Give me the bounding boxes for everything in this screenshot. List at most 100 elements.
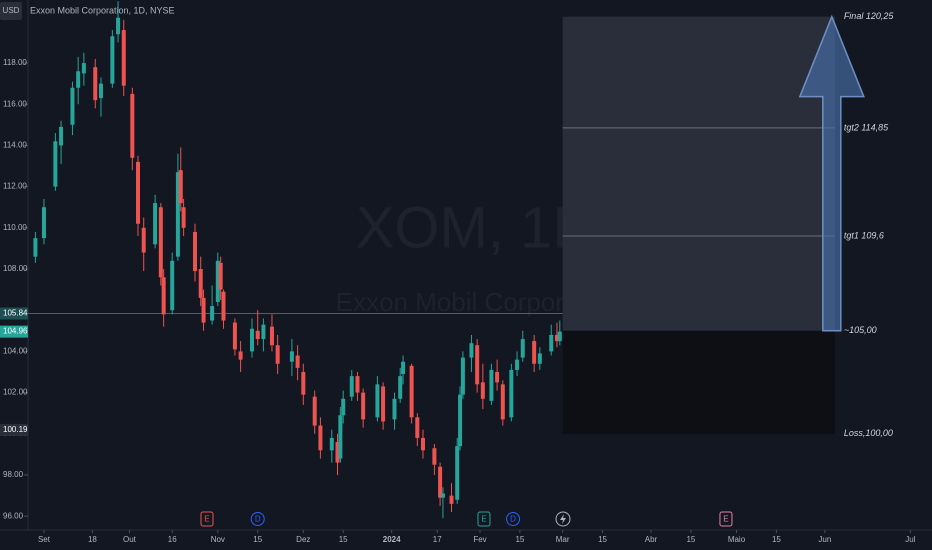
candle-body bbox=[41, 207, 46, 239]
y-tick-label: 98.00 bbox=[3, 470, 24, 479]
x-tick-label: Maio bbox=[728, 535, 746, 544]
candle-body bbox=[238, 351, 243, 360]
x-tick-label: Fev bbox=[473, 535, 486, 544]
event-label: D bbox=[255, 515, 261, 524]
level-label: Loss,100,00 bbox=[844, 428, 893, 438]
x-tick-label: Jul bbox=[905, 535, 915, 544]
candle-body bbox=[375, 384, 380, 418]
candle-body bbox=[261, 324, 266, 340]
candle-body bbox=[93, 67, 98, 101]
x-tick-label: 15 bbox=[772, 535, 781, 544]
candle-body bbox=[381, 386, 386, 422]
level-label: tgt2 114,85 bbox=[844, 122, 889, 132]
candle-body bbox=[489, 369, 494, 401]
candle-body bbox=[181, 207, 186, 228]
candle-body bbox=[295, 355, 300, 368]
x-tick-label: Dez bbox=[296, 535, 310, 544]
candle-body bbox=[500, 384, 505, 420]
target-zone bbox=[562, 16, 835, 331]
candle-body bbox=[415, 417, 420, 438]
candle-body bbox=[509, 369, 514, 418]
level-label: ~105,00 bbox=[844, 325, 877, 335]
x-tick-label: Nov bbox=[211, 535, 225, 544]
currency-badge[interactable] bbox=[0, 2, 22, 20]
candle-body bbox=[218, 262, 223, 290]
x-tick-label: 16 bbox=[168, 535, 177, 544]
x-tick-label: 17 bbox=[433, 535, 442, 544]
candle-body bbox=[116, 17, 121, 35]
candle-body bbox=[269, 326, 274, 346]
candle-body bbox=[130, 93, 135, 158]
candle-body bbox=[289, 351, 294, 362]
x-tick-label: Mar bbox=[556, 535, 570, 544]
candle-body bbox=[161, 277, 166, 315]
candle-body bbox=[355, 376, 360, 393]
candle-body bbox=[515, 359, 520, 370]
price-label-box bbox=[0, 325, 28, 338]
price-label: 100.19 bbox=[3, 425, 28, 434]
event-label: E bbox=[723, 515, 728, 524]
y-tick-label: 112.00 bbox=[3, 182, 27, 191]
candle-body bbox=[221, 291, 226, 321]
y-tick-label: 118.00 bbox=[3, 58, 27, 67]
candle-body bbox=[409, 365, 414, 418]
candle-body bbox=[537, 353, 542, 364]
target-arrow bbox=[798, 14, 865, 332]
lightning-icon bbox=[555, 511, 571, 527]
x-tick-label: 2024 bbox=[383, 535, 401, 544]
candle-body bbox=[170, 260, 175, 311]
event-icon bbox=[477, 511, 491, 527]
y-tick-label: 116.00 bbox=[3, 99, 27, 108]
candle-body bbox=[175, 172, 180, 257]
projection bbox=[562, 16, 835, 434]
x-tick-label: 15 bbox=[339, 535, 348, 544]
candle-body bbox=[193, 231, 198, 272]
y-tick-label: 102.00 bbox=[3, 388, 28, 397]
candle-body bbox=[232, 322, 237, 350]
x-tick-label: 15 bbox=[598, 535, 607, 544]
y-tick-label: 114.00 bbox=[3, 141, 27, 150]
candle-body bbox=[329, 437, 334, 451]
candle-body bbox=[361, 392, 366, 420]
stop-zone bbox=[562, 330, 835, 434]
candle-body bbox=[81, 63, 86, 74]
currency: USD bbox=[3, 6, 20, 15]
candle-body bbox=[121, 30, 126, 86]
candle-body bbox=[59, 126, 64, 146]
event-label: E bbox=[204, 515, 209, 524]
watermark-symbol: XOM, 1D bbox=[356, 195, 595, 260]
candle-body bbox=[341, 398, 346, 416]
price-label-box bbox=[0, 307, 28, 320]
event-icon bbox=[250, 512, 265, 526]
candle-body bbox=[449, 495, 454, 504]
candle-body bbox=[201, 297, 206, 323]
candle-body bbox=[141, 227, 146, 253]
candle-body bbox=[178, 170, 183, 204]
candle-body bbox=[549, 334, 554, 352]
candle-body bbox=[53, 141, 58, 187]
x-tick-label: Jun bbox=[818, 535, 831, 544]
candle-body bbox=[557, 331, 562, 342]
candle-body bbox=[469, 343, 474, 358]
event-icon bbox=[506, 512, 521, 526]
event-icon bbox=[719, 511, 733, 527]
price-label: 104.96 bbox=[3, 327, 28, 336]
candle-body bbox=[215, 260, 220, 302]
candle-body bbox=[495, 372, 500, 383]
candle-body bbox=[554, 334, 559, 342]
candle-body bbox=[475, 345, 480, 385]
candle-body bbox=[98, 83, 103, 99]
candle-body bbox=[480, 382, 485, 399]
y-tick-label: 96.00 bbox=[3, 511, 24, 520]
candle-body bbox=[318, 425, 323, 451]
x-tick-label: 18 bbox=[88, 535, 97, 544]
x-tick-label: 15 bbox=[515, 535, 524, 544]
candle-body bbox=[110, 36, 115, 84]
candle-body bbox=[532, 341, 537, 364]
candle-body bbox=[255, 330, 260, 340]
x-tick-label: Set bbox=[38, 535, 51, 544]
candle-body bbox=[338, 415, 343, 459]
candle-body bbox=[312, 396, 317, 426]
x-tick-label: 15 bbox=[253, 535, 262, 544]
candle-body bbox=[458, 394, 463, 447]
